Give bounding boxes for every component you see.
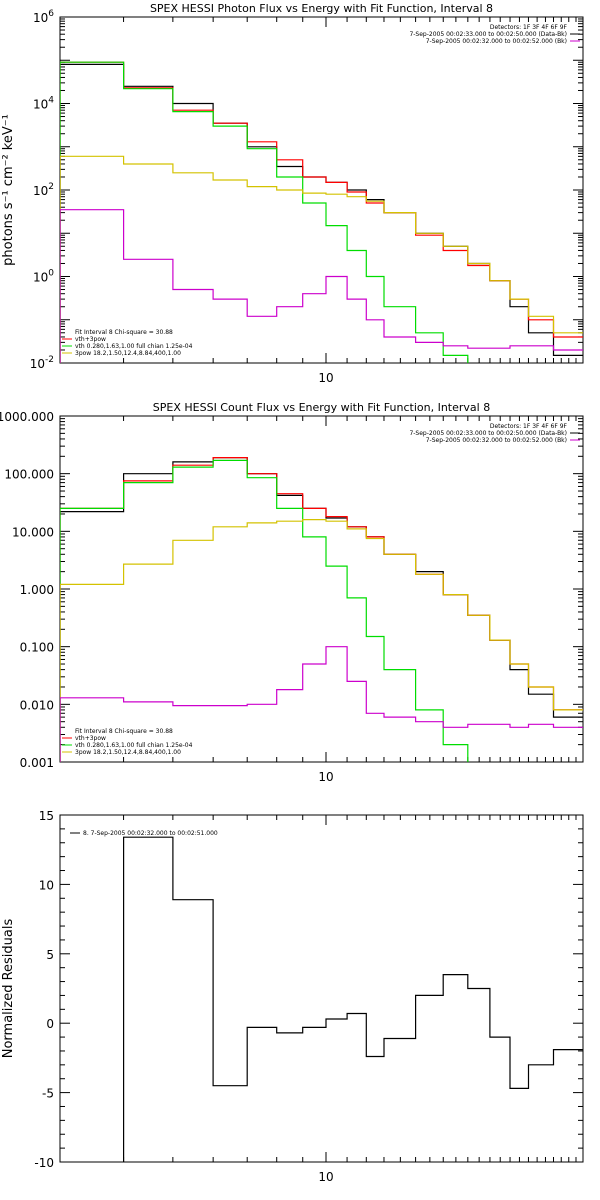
legend-entry-label: 3pow 18.2,1.50,12.4,8.84,400,1.00	[75, 749, 181, 756]
series-line-4	[60, 519, 583, 762]
x-tick-label: 10	[318, 371, 333, 385]
series-line-5	[60, 646, 583, 762]
legend-entry-label: Fit Interval 8 Chi-square = 30.88	[75, 728, 173, 735]
y-tick-label: 10-2	[30, 355, 54, 371]
y-axis-label: photons s⁻¹ cm⁻² keV⁻¹	[1, 114, 16, 266]
y-tick-label: 0.100	[20, 641, 54, 655]
legend-entry-label: Detectors: 1F 3F 4F 6F 9F	[490, 423, 568, 430]
y-tick-label: 100.000	[4, 468, 54, 482]
legend-entry-label: vth 0.280,1.63,1.00 full chian 1.25e-04	[75, 742, 193, 749]
series-line-2	[60, 457, 583, 762]
y-axis-label: Normalized Residuals	[1, 919, 16, 1059]
chart-panel-2: SPEX HESSI Count Flux vs Energy with Fit…	[0, 401, 584, 784]
chart-title: SPEX HESSI Count Flux vs Energy with Fit…	[153, 401, 490, 414]
y-tick-label: -10	[34, 1156, 54, 1170]
legend-entry-label: vth 0.280,1.63,1.00 full chian 1.25e-04	[75, 343, 193, 350]
y-tick-label: 10.000	[12, 525, 54, 539]
series-line-1	[60, 457, 583, 762]
y-tick-label: 100	[33, 269, 54, 285]
series-line-2	[60, 61, 583, 363]
legend-entry-label: 7-Sep-2005 00:02:33.000 to 00:02:50.000 …	[409, 430, 567, 437]
y-tick-label: 104	[33, 96, 54, 112]
chart-panel-1: SPEX HESSI Photon Flux vs Energy with Fi…	[1, 2, 584, 385]
legend: Fit Interval 8 Chi-square = 30.88vth+3po…	[62, 329, 193, 357]
y-ticks	[60, 16, 583, 364]
legend-entry-label: 7-Sep-2005 00:02:33.000 to 00:02:50.000 …	[409, 31, 567, 38]
legend-entry-label: vth+3pow	[75, 735, 106, 742]
legend-entry-label: 7-Sep-2005 00:02:32.000 to 00:02:52.000 …	[426, 437, 567, 444]
legend-entry-label: 3pow 18.2,1.50,12.4,8.84,400,1.00	[75, 350, 181, 357]
series-line-3	[60, 61, 469, 363]
legend: Fit Interval 8 Chi-square = 30.88vth+3po…	[62, 728, 193, 756]
plot-frame	[59, 415, 584, 763]
x-ticks	[59, 416, 584, 762]
series-line-1	[60, 63, 583, 363]
legend-entry-label: Fit Interval 8 Chi-square = 30.88	[75, 329, 173, 336]
y-tick-label: 0.010	[20, 698, 54, 712]
chart-title: SPEX HESSI Photon Flux vs Energy with Fi…	[150, 2, 493, 15]
legend: 8. 7-Sep-2005 00:02:32.000 to 00:02:51.0…	[70, 830, 218, 837]
series-line-1	[123, 836, 583, 1162]
y-tick-label: 0	[46, 1017, 54, 1031]
y-tick-label: 106	[33, 9, 54, 25]
plot-frame	[59, 16, 584, 364]
series-line-3	[60, 459, 469, 762]
x-ticks	[59, 815, 584, 1162]
y-ticks	[60, 814, 583, 1163]
y-tick-label: 5	[46, 948, 54, 962]
y-tick-label: -5	[42, 1087, 54, 1101]
legend-entry-label: 7-Sep-2005 00:02:32.000 to 00:02:52.000 …	[426, 38, 567, 45]
series-line-5	[60, 209, 583, 363]
y-tick-label: 0.001	[20, 756, 54, 770]
y-tick-label: 15	[39, 809, 54, 823]
x-tick-label: 10	[318, 1170, 333, 1184]
series-line-4	[60, 155, 583, 363]
x-ticks	[59, 17, 584, 363]
y-tick-label: 10	[39, 878, 54, 892]
y-ticks	[60, 415, 583, 763]
y-tick-label: 1000.000	[0, 410, 54, 424]
y-tick-label: 102	[33, 182, 54, 198]
legend-entry-label: vth+3pow	[75, 336, 106, 343]
legend-entry-label: Detectors: 1F 3F 4F 6F 9F	[490, 24, 568, 31]
x-tick-label: 10	[318, 770, 333, 784]
legend-entry-label: 8. 7-Sep-2005 00:02:32.000 to 00:02:51.0…	[83, 830, 218, 837]
chart-panel-3: 10 -10 -5 0 5 10 15 Normalized Residuals 8. 7-Se…	[1, 809, 584, 1184]
legend: Detectors: 1F 3F 4F 6F 9F7-Sep-2005 00:0…	[409, 423, 580, 444]
plot-frame	[59, 814, 584, 1163]
legend: Detectors: 1F 3F 4F 6F 9F7-Sep-2005 00:0…	[409, 24, 580, 45]
y-tick-label: 1.000	[20, 583, 54, 597]
